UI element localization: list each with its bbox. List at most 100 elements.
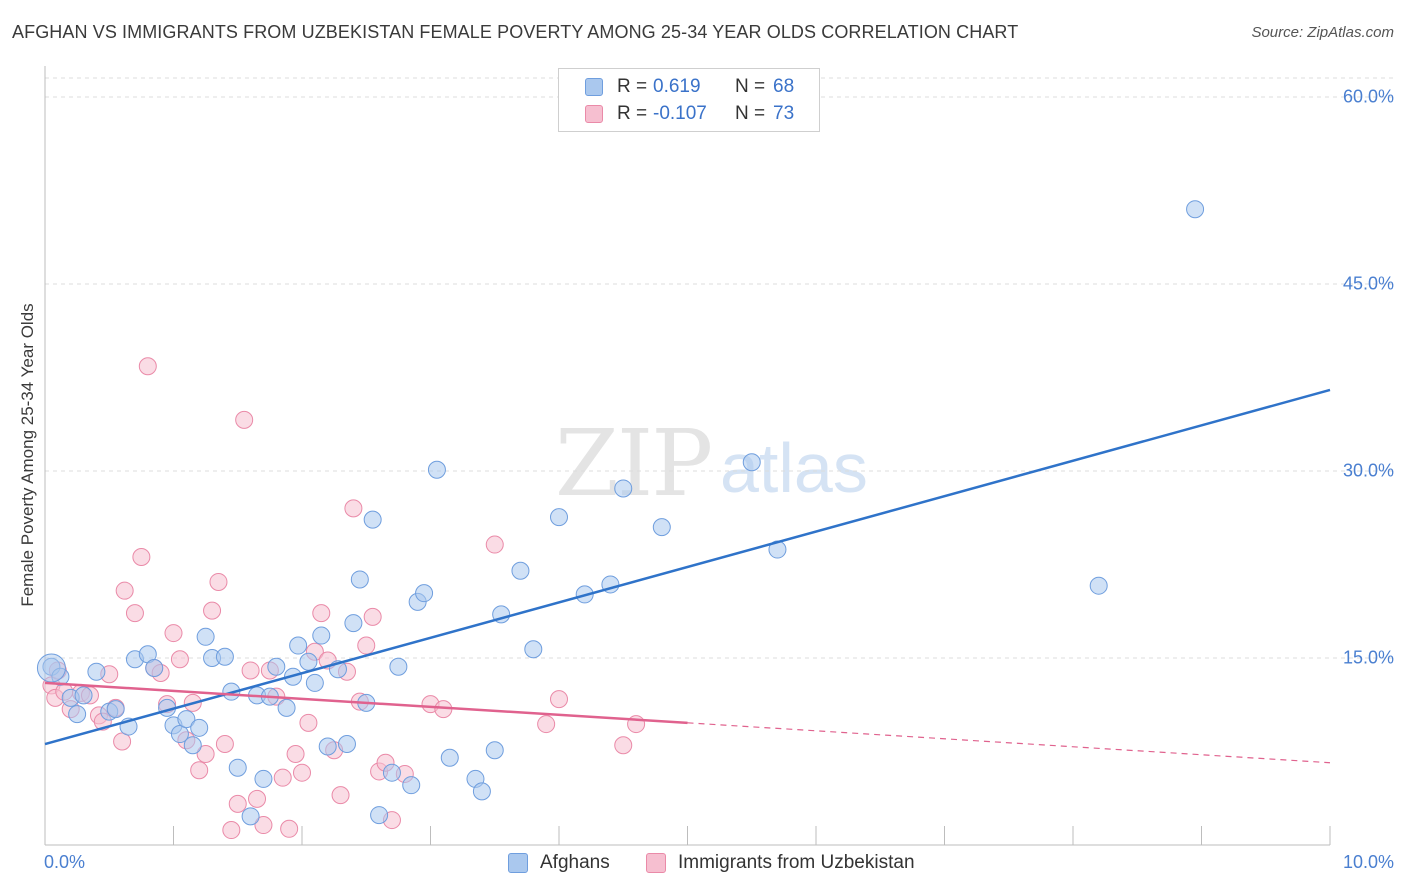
legend-item-afghans: Afghans (508, 852, 610, 874)
afghans-point (389, 657, 408, 676)
afghans-point (427, 460, 446, 479)
uzbekistan-point (293, 763, 311, 782)
uzbekistan-point (164, 624, 183, 643)
legend-n-value: 68 (773, 76, 795, 97)
afghans-point (440, 748, 459, 767)
afghans-swatch (508, 853, 528, 873)
watermark-zip: ZIP (555, 410, 713, 517)
afghans-point (318, 737, 337, 756)
uzbekistan-point (312, 604, 331, 623)
legend-item-uzbekistan: Immigrants from Uzbekistan (646, 852, 915, 874)
afghans-point (652, 518, 671, 537)
uzbekistan-point (170, 650, 189, 669)
afghans-point (312, 626, 331, 645)
uzbekistan-point (550, 690, 568, 709)
afghans-point (402, 776, 421, 795)
afghans-point (254, 769, 273, 788)
uzbekistan-point (235, 410, 254, 429)
uzbekistan-point (254, 816, 273, 835)
uzbekistan-swatch (646, 853, 666, 873)
watermark-atlas: atlas (720, 429, 868, 507)
afghans-point (170, 725, 189, 744)
chart-title: AFGHAN VS IMMIGRANTS FROM UZBEKISTAN FEM… (12, 22, 1019, 42)
legend-swatch-blue (585, 78, 603, 96)
afghans-point (36, 653, 66, 683)
afghans-point (228, 758, 247, 777)
afghans-point (524, 640, 543, 659)
uzbekistan-point (215, 735, 234, 754)
uzbekistan-point (209, 572, 228, 591)
uzbekistan-point (196, 744, 215, 763)
uzbekistan-point (228, 794, 247, 813)
afghans-point (472, 782, 491, 801)
y-tick-label: 45.0% (1342, 273, 1394, 294)
uzbekistan-trend-extension (687, 722, 1331, 764)
legend-r-label: R = (617, 76, 648, 97)
uzbekistan-point (125, 604, 144, 623)
afghans-point (215, 647, 234, 666)
afghans-point (382, 763, 401, 782)
uzbekistan-point (113, 732, 132, 751)
legend-r-label: R = (617, 103, 648, 124)
uzbekistan-point (537, 715, 556, 734)
uzbekistan-point (286, 744, 305, 763)
uzbekistan-point (241, 661, 260, 680)
legend-swatch-pink (585, 105, 603, 123)
afghans-point (196, 627, 215, 646)
uzbekistan-point (222, 821, 241, 840)
legend-n-label: N = (735, 103, 766, 124)
uzbekistan-point (203, 601, 222, 620)
uzbekistan-point (614, 736, 633, 755)
legend-n-label: N = (735, 76, 766, 97)
legend-r-value: -0.107 (653, 103, 707, 124)
y-tick-label: 30.0% (1342, 460, 1394, 481)
legend-n-value: 73 (773, 103, 795, 124)
uzbekistan-point (115, 581, 134, 600)
afghans-point (614, 479, 633, 498)
uzbekistan-point (273, 768, 292, 787)
afghans-point (1186, 200, 1205, 219)
uzbekistan-point (280, 819, 299, 838)
afghans-point (277, 698, 296, 717)
afghans-trend-line (44, 388, 1331, 746)
uzbekistan-point (485, 535, 504, 554)
afghans-point (511, 561, 530, 580)
afghans-point (305, 673, 324, 692)
afghans-point (363, 510, 382, 529)
afghans-point (350, 570, 369, 589)
afghans-point (87, 662, 106, 681)
uzbekistan-point (331, 786, 350, 805)
x-tick-max: 10.0% (1342, 852, 1394, 872)
afghans-point (68, 705, 87, 724)
afghans-point (485, 741, 504, 760)
afghans-point (1089, 576, 1108, 595)
afghans-point (190, 718, 209, 737)
uzbekistan-point (299, 713, 318, 732)
afghans-point (267, 657, 286, 676)
afghans-point (742, 453, 761, 472)
uzbekistan-point (248, 789, 267, 808)
uzbekistan-label: Immigrants from Uzbekistan (678, 852, 915, 873)
afghans-point (299, 652, 318, 671)
afghans-point (145, 658, 164, 677)
afghans-point (183, 736, 202, 755)
afghans-point (177, 710, 196, 729)
legend-row-afghans: R = 0.619 N = 68 (585, 73, 794, 101)
uzbekistan-point (363, 607, 382, 626)
uzbekistan-point (344, 499, 363, 518)
stats-legend: R = 0.619 N = 68 R = -0.107 N = 73 (558, 68, 820, 132)
uzbekistan-trend-line (44, 681, 688, 725)
x-tick-min: 0.0% (44, 852, 86, 872)
legend-r-value: 0.619 (653, 76, 701, 97)
y-tick-label: 60.0% (1342, 86, 1394, 107)
afghans-point (241, 807, 260, 826)
legend-row-uzbekistan: R = -0.107 N = 73 (585, 100, 794, 128)
afghans-point (344, 614, 363, 633)
afghans-point (550, 508, 568, 527)
uzbekistan-point (357, 636, 376, 655)
afghans-point (370, 806, 389, 825)
uzbekistan-point (190, 761, 209, 780)
source-label: Source: ZipAtlas.com (1251, 24, 1394, 41)
uzbekistan-point (132, 548, 151, 567)
